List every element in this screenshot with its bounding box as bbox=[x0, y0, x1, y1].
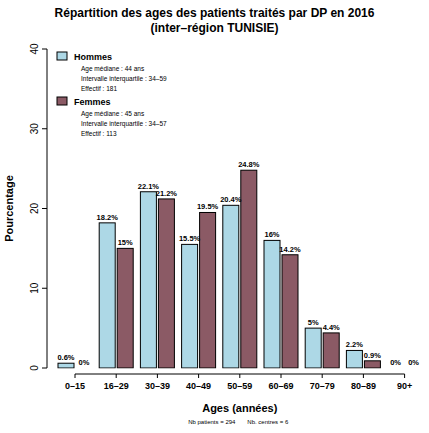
x-tick bbox=[322, 374, 323, 378]
bar bbox=[282, 255, 298, 368]
data-label: 16% bbox=[264, 230, 279, 239]
x-tick bbox=[157, 374, 158, 378]
x-tick-label: 50–59 bbox=[227, 381, 252, 391]
y-axis: 0 10 20 30 40 bbox=[29, 43, 47, 371]
bar bbox=[346, 350, 362, 368]
bar bbox=[182, 244, 198, 368]
legend-label: Femmes bbox=[74, 97, 111, 107]
footnote: Nb patients = 294 bbox=[188, 419, 236, 425]
bar bbox=[223, 205, 239, 368]
x-tick bbox=[363, 374, 364, 378]
x-tick-label: 0–15 bbox=[65, 381, 85, 391]
legend-note: Effectif : 181 bbox=[81, 85, 117, 92]
y-tick bbox=[42, 208, 47, 209]
x-tick-label: 30–39 bbox=[145, 381, 170, 391]
y-tick-label: 20 bbox=[29, 203, 40, 215]
x-tick bbox=[198, 374, 199, 378]
footnote: Nb. centres = 6 bbox=[247, 419, 289, 425]
x-tick bbox=[281, 374, 282, 378]
data-label: 15.5% bbox=[179, 234, 201, 243]
data-label: 0.6% bbox=[57, 353, 74, 362]
bar bbox=[76, 368, 92, 369]
bar bbox=[305, 328, 321, 368]
chart: Répartition des ages des patients traité… bbox=[0, 0, 429, 433]
bar bbox=[200, 212, 216, 368]
bar bbox=[58, 363, 74, 368]
bar bbox=[241, 170, 257, 368]
x-tick-label: 70–79 bbox=[310, 381, 335, 391]
legend-note: Effectif : 113 bbox=[81, 130, 117, 137]
legend-note: Age médiane : 45 ans bbox=[81, 110, 145, 118]
y-axis-label: Pourcentage bbox=[3, 175, 15, 242]
bar bbox=[158, 199, 174, 368]
x-tick bbox=[116, 374, 117, 378]
x-tick-label: 90+ bbox=[397, 381, 412, 391]
y-tick-label: 10 bbox=[29, 282, 40, 294]
x-tick bbox=[239, 374, 240, 378]
x-axis-label: Ages (années) bbox=[202, 402, 278, 414]
y-tick-label: 0 bbox=[29, 365, 40, 371]
x-axis: 0–15 16–29 30–39 40–49 50–59 60–69 70–79 80–89 9… bbox=[65, 374, 412, 391]
bar bbox=[406, 368, 422, 369]
bar bbox=[117, 248, 133, 368]
data-label: 0% bbox=[79, 358, 90, 367]
data-label: 5% bbox=[308, 318, 319, 327]
data-label: 21.2% bbox=[156, 189, 178, 198]
bar bbox=[323, 333, 339, 368]
bar bbox=[99, 223, 115, 368]
bars bbox=[58, 170, 380, 368]
y-tick bbox=[42, 288, 47, 289]
x-tick bbox=[75, 374, 76, 378]
y-tick-label: 40 bbox=[29, 43, 40, 55]
data-label: 18.2% bbox=[97, 213, 119, 222]
data-label: 0% bbox=[390, 358, 401, 367]
data-label: 0% bbox=[408, 358, 419, 367]
data-label: 2.2% bbox=[346, 340, 363, 349]
bar bbox=[264, 240, 280, 368]
data-label: 24.8% bbox=[238, 160, 260, 169]
y-tick bbox=[42, 128, 47, 129]
legend-note: Intervalle interquartile : 34–57 bbox=[81, 120, 167, 128]
y-tick-label: 30 bbox=[29, 123, 40, 135]
data-label: 0.9% bbox=[364, 351, 381, 360]
legend-note: Intervalle interquartile : 34–59 bbox=[81, 75, 167, 83]
subtitle: (inter–région TUNISIE) bbox=[150, 21, 278, 35]
x-tick-label: 80–89 bbox=[351, 381, 376, 391]
x-tick-label: 60–69 bbox=[268, 381, 293, 391]
bar bbox=[140, 192, 156, 368]
bar bbox=[364, 361, 380, 368]
data-labels: 0.6%18.2%22.1%15.5%20.4%16%5%2.2%0%0%15%… bbox=[57, 160, 419, 367]
legend: Hommes Age médiane : 44 ans Intervalle int… bbox=[57, 52, 167, 137]
legend-note: Age médiane : 44 ans bbox=[81, 65, 145, 73]
bar bbox=[388, 368, 404, 369]
data-label: 20.4% bbox=[220, 195, 242, 204]
data-label: 19.5% bbox=[197, 202, 219, 211]
legend-swatch bbox=[57, 52, 67, 60]
data-label: 4.4% bbox=[323, 323, 340, 332]
data-label: 15% bbox=[118, 238, 133, 247]
x-tick-label: 40–49 bbox=[186, 381, 211, 391]
y-tick bbox=[42, 368, 47, 369]
x-tick bbox=[404, 374, 405, 378]
legend-label: Hommes bbox=[74, 52, 112, 62]
data-label: 14.2% bbox=[279, 245, 301, 254]
title: Répartition des ages des patients traité… bbox=[55, 6, 375, 20]
y-tick bbox=[42, 49, 47, 50]
x-tick-label: 16–29 bbox=[104, 381, 129, 391]
legend-swatch bbox=[57, 97, 67, 105]
